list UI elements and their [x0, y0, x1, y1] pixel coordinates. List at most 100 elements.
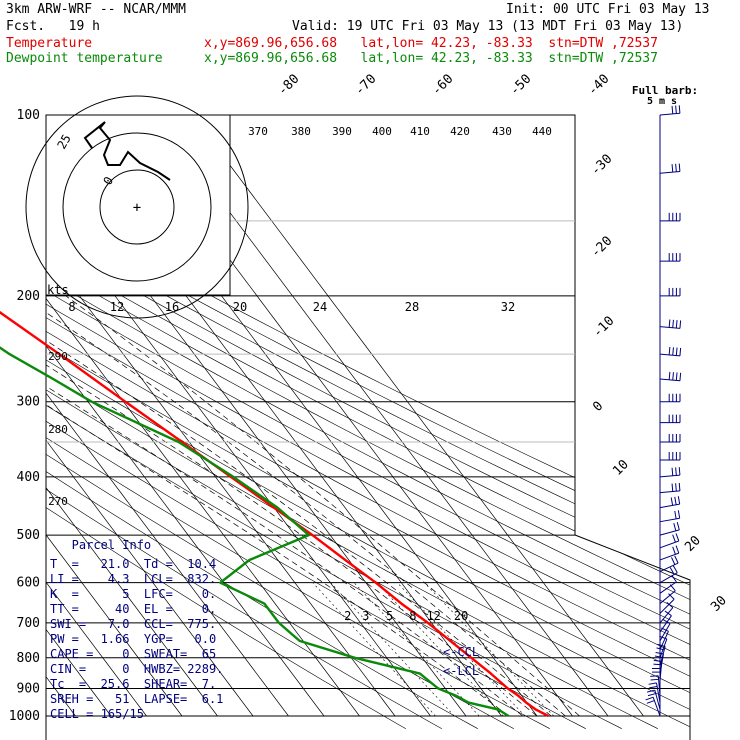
moist-adiabat-line [46, 295, 566, 717]
wind-barb-staff [659, 112, 680, 116]
isotherm-label: -80 [275, 72, 302, 99]
theta-label: 380 [291, 125, 311, 138]
parcel-info-row: CELL = 165/15 [50, 707, 144, 721]
dry-adiabat-line [46, 139, 690, 729]
parcel-info-row: CAPE = 0 SWEAT= 65 [50, 647, 217, 661]
pressure-tick-label: 900 [17, 681, 40, 696]
dry-adiabat-line [46, 139, 550, 729]
wind-barb-flag [671, 467, 674, 476]
wind-barb-flag [666, 602, 674, 608]
wind-barb-flag [675, 545, 680, 554]
wind-barb [654, 652, 664, 674]
temperature-location-info: x,y=869.96,656.68 lat,lon= 42.23, -83.33… [204, 36, 658, 51]
wind-barb-flag [646, 700, 655, 704]
dry-adiabat-line [46, 139, 690, 729]
wind-barb [660, 287, 681, 297]
hodograph-trace [83, 121, 171, 181]
wind-barb [660, 393, 681, 403]
wind-barb-flag [678, 482, 681, 491]
wind-barb-staff [659, 646, 666, 666]
wind-barb [659, 319, 682, 329]
theta-label: 420 [450, 125, 470, 138]
wind-barb-flag [648, 682, 657, 685]
isotherm-label: -70 [352, 72, 379, 99]
wind-barb-flag [673, 522, 677, 531]
wind-scale-title: Full barb: [632, 84, 698, 97]
isotherm-label: -50 [507, 72, 534, 99]
dry-adiabat-line [46, 139, 690, 729]
wind-barb-flag [654, 655, 663, 658]
wind-barb-staff [659, 490, 680, 494]
wind-barb-flag [646, 689, 655, 693]
theta-label: 410 [410, 125, 430, 138]
wind-barb-flag [669, 567, 675, 575]
wind-barb-flag [677, 510, 681, 519]
dry-adiabat-line [46, 139, 478, 729]
dry-adiabat-line [46, 139, 407, 729]
dewpoint-location-info: x,y=869.96,656.68 lat,lon= 42.23, -83.33… [204, 51, 658, 66]
wind-barb-flag [675, 105, 677, 114]
wind-barb-flag [650, 675, 659, 677]
dry-adiabat-line [46, 139, 690, 729]
wind-barb-flag [675, 483, 677, 492]
forecast-hour: Fcst. 19 h [6, 19, 100, 34]
valid-time: Valid: 19 UTC Fri 03 May 13 (13 MDT Fri … [292, 19, 684, 34]
wind-barb-flag [671, 105, 674, 114]
wind-barb [659, 163, 681, 174]
pressure-tick-label: 1000 [9, 709, 40, 724]
dry-adiabat-line [46, 139, 690, 729]
wind-barb-staff [659, 623, 671, 642]
wind-barb-staff [659, 572, 678, 584]
wind-barb-staff [659, 503, 680, 509]
wind-barb [659, 467, 681, 478]
hodograph-ring [25, 95, 249, 319]
dry-adiabat-line [46, 139, 690, 729]
speed-ring-label: 20 [233, 300, 247, 314]
parcel-info-row: LI = 4.3 LCL= 832. [50, 572, 217, 586]
hodograph-speed-unit: kts [47, 283, 69, 297]
wind-barb [659, 555, 679, 573]
wind-barb [648, 682, 661, 703]
parcel-info-row: K = 5 LFC= 0. [50, 587, 217, 601]
wind-barb-flag [677, 496, 681, 505]
wind-barb-flag [679, 320, 682, 329]
wind-barb-flag [662, 619, 671, 625]
wind-barb-flag [678, 163, 681, 172]
wind-barb-flag [675, 347, 678, 356]
hodograph-ring [62, 132, 212, 282]
moist-adiabat-line [46, 295, 509, 717]
pressure-tick-label: 300 [17, 395, 40, 410]
dewpoint-legend: Dewpoint temperature [6, 51, 163, 66]
wind-barb-flag [671, 483, 674, 492]
isotherm-label: -20 [588, 234, 615, 261]
dewpoint-profile [0, 346, 510, 718]
isotherm-label: -10 [590, 314, 617, 341]
wind-barb-flag [672, 347, 674, 356]
wind-barb-flag [650, 678, 659, 681]
wind-barb [660, 414, 681, 424]
theta-label: 370 [248, 125, 268, 138]
wind-barb-staff [659, 653, 664, 674]
theta-label: 290 [48, 350, 68, 363]
wind-barb-staff [659, 598, 675, 614]
pressure-tick-label: 600 [17, 576, 40, 591]
moist-adiabat-line [46, 295, 538, 717]
wind-barb-flag [679, 347, 682, 356]
wind-barb-flag [675, 467, 677, 476]
mixing-ratio-label: 5 [386, 609, 393, 623]
parcel-info-row: Tc = 25.6 SHEAR= 7. [50, 677, 217, 691]
dry-adiabat-line [46, 139, 690, 729]
pressure-tick-label: 700 [17, 616, 40, 631]
wind-barb [659, 482, 681, 494]
wind-barb [660, 451, 681, 461]
wind-barb-flag [668, 593, 675, 600]
wind-barb [660, 212, 681, 222]
dry-adiabat-line [46, 139, 690, 729]
wind-barb-flag [672, 534, 676, 543]
theta-label: 430 [492, 125, 512, 138]
isotherm-line [191, 115, 644, 717]
wind-barb [659, 565, 678, 584]
temperature-legend: Temperature [6, 36, 93, 51]
